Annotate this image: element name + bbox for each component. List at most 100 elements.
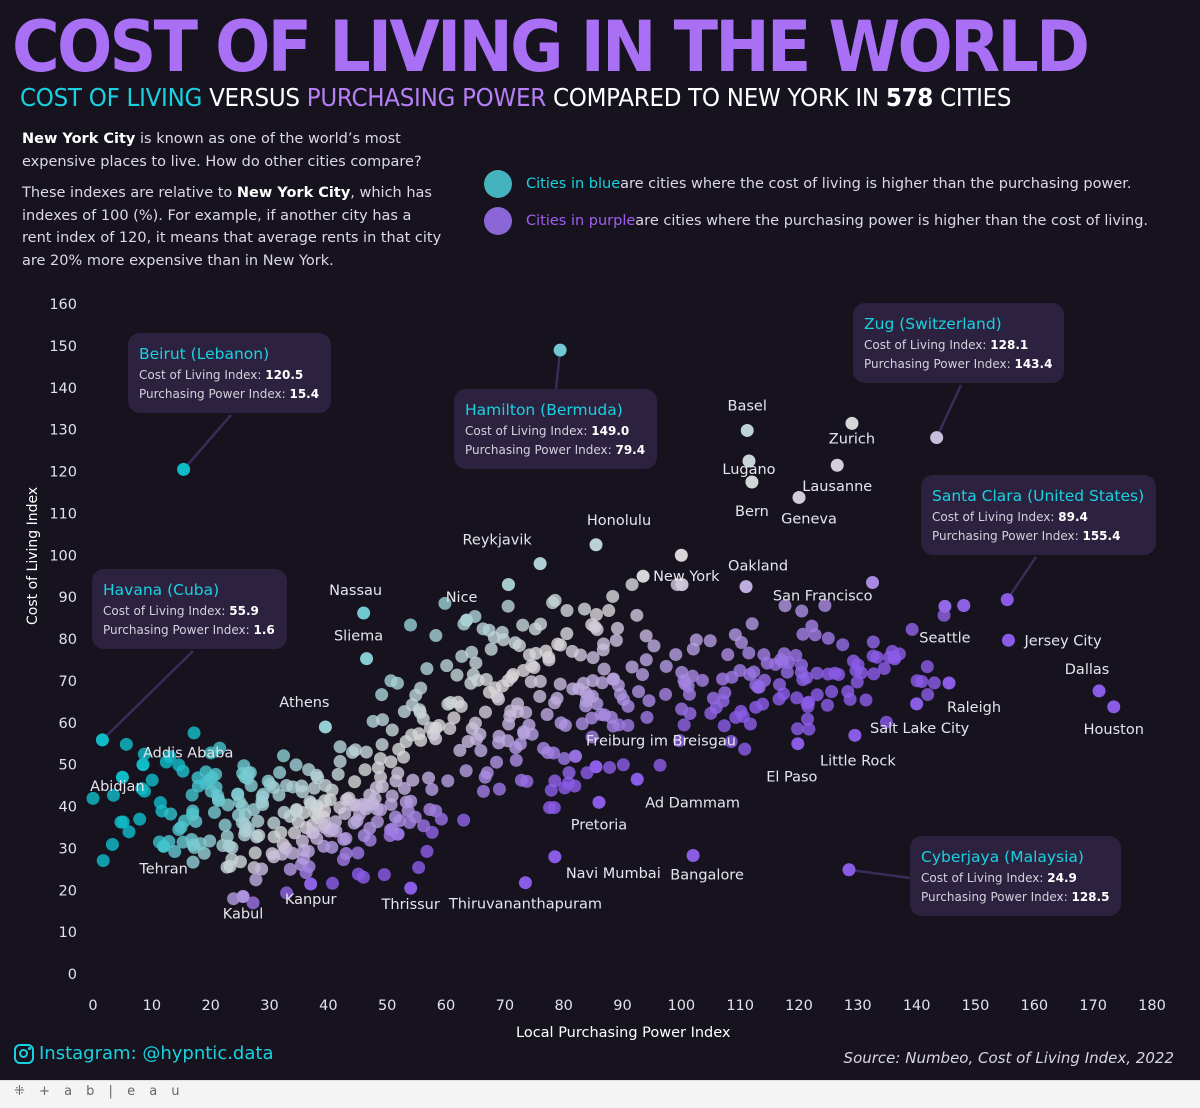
city-point[interactable] xyxy=(383,829,397,843)
city-point[interactable] xyxy=(470,732,484,746)
city-point[interactable] xyxy=(703,634,717,648)
city-point[interactable] xyxy=(610,621,624,635)
city-point[interactable] xyxy=(492,729,506,743)
city-point[interactable] xyxy=(408,810,422,824)
city-point[interactable] xyxy=(333,755,347,769)
city-point[interactable] xyxy=(647,639,661,653)
city-point-seattle[interactable] xyxy=(938,599,952,613)
city-point[interactable] xyxy=(630,608,644,622)
city-point[interactable] xyxy=(590,623,604,637)
city-point-honolulu[interactable] xyxy=(589,538,603,552)
city-point[interactable] xyxy=(745,617,759,631)
city-point[interactable] xyxy=(841,684,855,698)
city-point[interactable] xyxy=(285,846,299,860)
city-point[interactable] xyxy=(487,630,501,644)
city-point[interactable] xyxy=(747,665,761,679)
city-point[interactable] xyxy=(553,677,567,691)
instagram-link[interactable]: Instagram: @hypntic.data xyxy=(14,1043,273,1064)
city-point-santa-clara[interactable] xyxy=(1000,593,1014,607)
city-point-san-francisco[interactable] xyxy=(866,575,880,589)
city-point[interactable] xyxy=(373,752,387,766)
city-point[interactable] xyxy=(805,619,819,633)
city-point[interactable] xyxy=(734,704,748,718)
city-point[interactable] xyxy=(255,795,269,809)
city-point[interactable] xyxy=(558,718,572,732)
city-point[interactable] xyxy=(441,697,455,711)
city-point-tehran[interactable] xyxy=(157,839,171,853)
city-point[interactable] xyxy=(513,737,527,751)
city-point[interactable] xyxy=(318,818,332,832)
city-point[interactable] xyxy=(801,700,815,714)
city-point[interactable] xyxy=(596,643,610,657)
city-point[interactable] xyxy=(957,599,971,612)
city-point[interactable] xyxy=(377,868,391,882)
city-point[interactable] xyxy=(114,815,128,829)
city-point[interactable] xyxy=(820,698,834,712)
city-point[interactable] xyxy=(751,680,765,694)
city-point[interactable] xyxy=(560,603,574,617)
city-point[interactable] xyxy=(810,688,824,702)
city-point-navi-mumbai[interactable] xyxy=(548,850,562,864)
city-point[interactable] xyxy=(642,694,656,708)
city-point[interactable] xyxy=(287,826,301,840)
city-point[interactable] xyxy=(717,719,731,733)
city-point[interactable] xyxy=(616,758,630,772)
city-point[interactable] xyxy=(357,828,371,842)
city-point[interactable] xyxy=(724,734,738,748)
city-point[interactable] xyxy=(603,760,617,774)
city-point[interactable] xyxy=(522,648,536,662)
city-point[interactable] xyxy=(611,678,625,692)
city-point[interactable] xyxy=(389,810,403,824)
city-point[interactable] xyxy=(318,804,332,818)
city-point-new-york[interactable] xyxy=(674,548,688,562)
city-point[interactable] xyxy=(796,627,810,641)
city-point[interactable] xyxy=(186,855,200,869)
city-point[interactable] xyxy=(106,788,120,802)
city-point[interactable] xyxy=(910,674,924,688)
city-point-thrissur[interactable] xyxy=(404,881,418,895)
city-point[interactable] xyxy=(223,859,237,873)
city-point[interactable] xyxy=(359,802,373,816)
city-point[interactable] xyxy=(375,738,389,752)
city-point[interactable] xyxy=(375,688,389,702)
city-point[interactable] xyxy=(801,712,815,726)
city-point[interactable] xyxy=(469,656,483,670)
city-point[interactable] xyxy=(295,834,309,848)
city-point[interactable] xyxy=(299,866,313,880)
city-point[interactable] xyxy=(404,618,418,632)
city-point[interactable] xyxy=(370,815,384,829)
city-point[interactable] xyxy=(921,688,935,702)
city-point[interactable] xyxy=(562,766,576,780)
city-point[interactable] xyxy=(465,645,479,659)
city-point[interactable] xyxy=(303,795,317,809)
city-point[interactable] xyxy=(927,676,941,690)
city-point[interactable] xyxy=(307,781,321,795)
city-point[interactable] xyxy=(780,665,794,679)
city-point-ad-dammam[interactable] xyxy=(630,772,644,786)
city-point[interactable] xyxy=(465,722,479,736)
city-point-thiruvananthapuram[interactable] xyxy=(518,876,532,890)
city-point[interactable] xyxy=(178,814,192,828)
city-point[interactable] xyxy=(168,845,182,859)
city-point-dallas[interactable] xyxy=(1092,684,1106,698)
city-point[interactable] xyxy=(879,715,893,729)
city-point[interactable] xyxy=(420,844,434,858)
city-point-zug[interactable] xyxy=(930,431,944,445)
city-point[interactable] xyxy=(606,589,620,603)
city-point[interactable] xyxy=(609,633,623,647)
city-point[interactable] xyxy=(516,618,530,632)
city-point[interactable] xyxy=(339,847,353,861)
city-point[interactable] xyxy=(537,741,551,755)
city-point[interactable] xyxy=(678,677,692,691)
city-point[interactable] xyxy=(392,742,406,756)
city-point[interactable] xyxy=(640,710,654,724)
city-point[interactable] xyxy=(358,763,372,777)
city-point[interactable] xyxy=(145,773,159,787)
city-point[interactable] xyxy=(119,737,133,751)
city-point[interactable] xyxy=(466,668,480,682)
city-point-little-rock[interactable] xyxy=(848,728,862,742)
city-point[interactable] xyxy=(565,644,579,658)
city-point[interactable] xyxy=(406,773,420,787)
city-point-cyberjaya[interactable] xyxy=(842,863,856,877)
city-point[interactable] xyxy=(597,662,611,676)
